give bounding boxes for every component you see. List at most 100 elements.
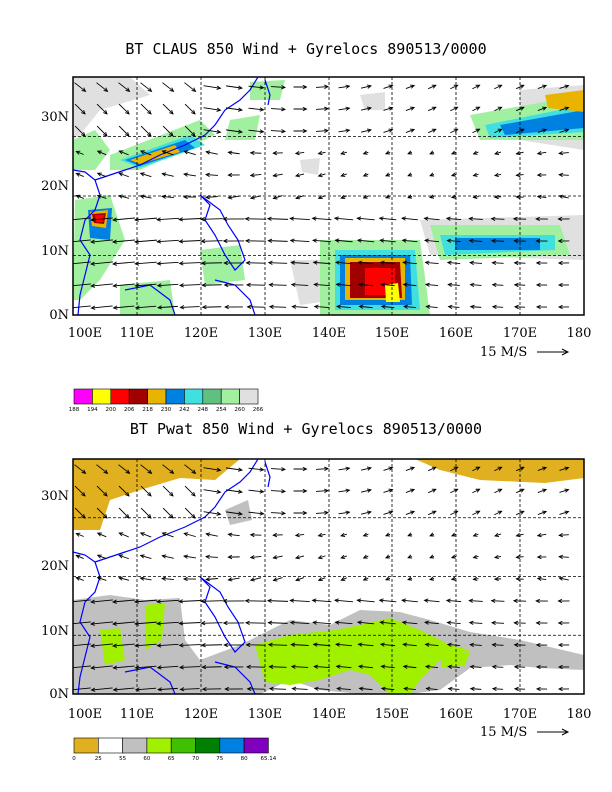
wind-vector-head bbox=[491, 664, 497, 670]
wind-vector bbox=[179, 240, 201, 242]
wind-vector bbox=[403, 283, 417, 287]
wind-vector bbox=[336, 283, 352, 287]
colorbar-label: 65 bbox=[168, 756, 175, 762]
wind-vector bbox=[359, 305, 373, 309]
wind-vector-head bbox=[493, 576, 499, 582]
x-tick: 100E bbox=[68, 326, 102, 341]
wind-vector bbox=[118, 195, 130, 199]
wind-vector bbox=[559, 467, 569, 471]
wind-vector-head bbox=[493, 554, 499, 560]
wind-vector-head bbox=[450, 532, 456, 537]
wind-vector-head bbox=[536, 533, 542, 538]
wind-vector-head bbox=[333, 598, 339, 603]
wind-vector-head bbox=[431, 466, 437, 471]
wind-vector bbox=[135, 665, 157, 669]
colorbar-label: 248 bbox=[198, 407, 209, 413]
colorbar-label: 260 bbox=[234, 407, 245, 413]
wind-vector bbox=[162, 195, 174, 199]
wind-vector-head bbox=[333, 216, 339, 221]
wind-vector-head bbox=[302, 488, 308, 494]
wind-vector bbox=[206, 196, 218, 198]
wind-vector bbox=[424, 217, 440, 221]
wind-vector bbox=[179, 622, 201, 624]
wind-vector-head bbox=[356, 620, 362, 625]
wind-vector-head bbox=[535, 282, 541, 288]
wind-vector-head bbox=[490, 216, 496, 221]
wind-vector bbox=[381, 283, 395, 287]
colorbar-label: 25 bbox=[95, 756, 102, 762]
wind-vector bbox=[206, 174, 218, 176]
wind-vector bbox=[295, 577, 305, 581]
map-frame bbox=[72, 76, 585, 316]
wind-vector-head bbox=[289, 598, 295, 603]
wind-vector bbox=[203, 511, 221, 515]
colorbar-swatch bbox=[243, 737, 269, 754]
wind-vector bbox=[184, 125, 196, 137]
wind-vector bbox=[380, 621, 396, 625]
wind-vector-head bbox=[317, 555, 323, 560]
wind-vector bbox=[448, 306, 460, 308]
wind-vector bbox=[248, 511, 264, 515]
wind-vector-head bbox=[312, 620, 318, 625]
wind-vector bbox=[427, 510, 437, 516]
wind-vector bbox=[559, 489, 569, 493]
wind-vector bbox=[225, 107, 243, 111]
wind-vector bbox=[118, 125, 130, 137]
wind-vector bbox=[225, 467, 243, 471]
wind-vector bbox=[492, 688, 504, 690]
wind-vector bbox=[515, 510, 525, 516]
x-tick: 170E bbox=[503, 326, 537, 341]
wind-vector-head bbox=[249, 195, 255, 200]
wind-vector bbox=[76, 533, 84, 537]
wind-vector bbox=[74, 103, 86, 115]
wind-vector-head bbox=[366, 466, 372, 471]
wind-vector bbox=[559, 129, 569, 133]
wind-vector-head bbox=[557, 642, 563, 648]
wind-vector-head bbox=[468, 620, 474, 625]
wind-vector bbox=[318, 555, 326, 559]
wind-vector-head bbox=[535, 260, 541, 266]
y-tick: 0N bbox=[49, 308, 69, 323]
wind-vector-head bbox=[410, 84, 416, 89]
wind-vector-head bbox=[402, 642, 408, 647]
wind-vector bbox=[76, 577, 84, 581]
x-tick: 160E bbox=[439, 707, 473, 722]
wind-vector-head bbox=[237, 467, 243, 472]
wind-vector-head bbox=[388, 128, 394, 133]
wind-vector-head bbox=[431, 84, 437, 89]
wind-vector-head bbox=[324, 466, 329, 471]
wind-vector bbox=[162, 125, 174, 137]
wind-vector-head bbox=[423, 216, 429, 221]
wind-vector bbox=[202, 284, 222, 286]
wind-vector-head bbox=[200, 599, 206, 604]
wind-vector bbox=[91, 261, 113, 265]
wind-vector bbox=[91, 283, 113, 287]
wind-vector-head bbox=[475, 84, 481, 89]
y-tick: 0N bbox=[49, 687, 69, 702]
wind-vector-head bbox=[536, 172, 542, 178]
wind-vector-head bbox=[125, 469, 131, 474]
wind-vector bbox=[360, 467, 372, 471]
wind-vector bbox=[157, 599, 179, 603]
wind-vector bbox=[119, 172, 129, 178]
wind-vector bbox=[73, 305, 91, 309]
wind-vector-head bbox=[267, 642, 273, 647]
wind-vector-head bbox=[542, 488, 548, 493]
wind-vector-head bbox=[139, 576, 145, 581]
wind-vector bbox=[248, 489, 264, 493]
wind-vector-head bbox=[424, 620, 429, 625]
wind-vector-head bbox=[134, 687, 140, 692]
colorbar-swatch bbox=[219, 737, 245, 754]
wind-vector bbox=[291, 262, 309, 264]
wind-vector-head bbox=[515, 532, 521, 538]
wind-vector-head bbox=[249, 150, 255, 156]
wind-vector bbox=[537, 151, 547, 155]
wind-vector bbox=[73, 239, 91, 243]
wind-vector-head bbox=[362, 532, 368, 537]
wind-vector bbox=[201, 600, 223, 602]
pwat-axis-labels: 100E 110E 120E 130E 140E 150E 160E 170E … bbox=[41, 489, 591, 740]
wind-vector-head bbox=[410, 128, 416, 133]
wind-vector bbox=[492, 644, 504, 646]
colorbar-label: 55 bbox=[119, 756, 126, 762]
wind-vector-head bbox=[515, 150, 521, 156]
